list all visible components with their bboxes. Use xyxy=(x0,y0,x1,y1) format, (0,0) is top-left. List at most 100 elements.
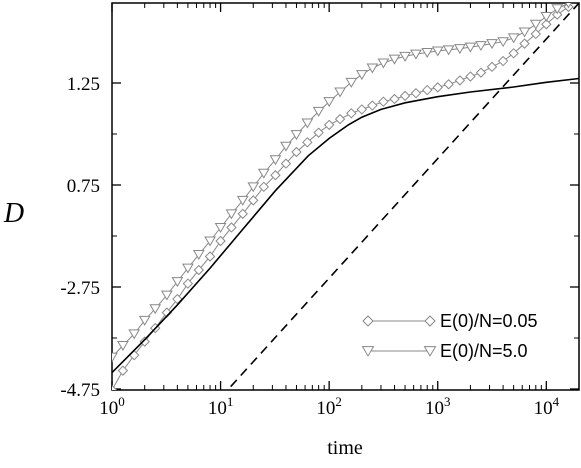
triangle-marker xyxy=(204,236,216,247)
triangle-marker xyxy=(257,168,270,179)
diamond-marker xyxy=(215,235,226,247)
diamond-marker xyxy=(291,146,302,158)
x-tick-label-base: 10 xyxy=(534,398,553,419)
triangle-marker xyxy=(149,304,162,315)
x-tick-label-exponent: 2 xyxy=(335,394,342,409)
triangle-marker xyxy=(518,27,531,38)
diamond-marker xyxy=(237,208,248,220)
diamond-marker xyxy=(128,349,140,361)
diamond-marker xyxy=(432,82,443,93)
triangle-marker xyxy=(565,3,572,9)
diamond-marker xyxy=(465,71,476,82)
diamond-marker xyxy=(454,75,466,86)
triangle-marker xyxy=(361,346,375,357)
triangle-marker xyxy=(280,141,292,152)
triangle-marker xyxy=(171,277,184,288)
diamond-marker xyxy=(410,87,422,99)
y-axis-ticks: 1.25 0.75 -2.75 -4.75 xyxy=(60,74,579,401)
series-2 xyxy=(112,77,579,374)
x-tick-label: 100 xyxy=(99,394,125,419)
triangle-marker xyxy=(464,42,477,53)
triangle-marker xyxy=(431,46,444,57)
diamond-marker xyxy=(486,61,498,73)
diamond-marker xyxy=(475,67,487,78)
triangle-marker xyxy=(334,87,346,98)
triangle-marker xyxy=(377,58,390,69)
diamond-marker xyxy=(117,365,129,376)
triangle-marker xyxy=(225,209,238,220)
triangle-marker xyxy=(551,4,564,15)
triangle-marker xyxy=(160,290,173,301)
triangle-marker xyxy=(454,44,466,55)
triangle-marker xyxy=(236,195,249,206)
triangle-marker xyxy=(475,41,487,52)
diamond-marker xyxy=(519,38,530,49)
triangle-marker xyxy=(366,63,379,74)
diamond-marker xyxy=(497,55,509,67)
triangle-marker xyxy=(399,51,411,62)
triangle-marker xyxy=(507,33,520,44)
x-tick-label-base: 10 xyxy=(425,398,444,419)
x-axis-label: time xyxy=(327,437,363,459)
x-tick-label-exponent: 1 xyxy=(227,394,234,409)
y-axis-label: D xyxy=(3,198,24,229)
triangle-marker xyxy=(290,130,303,141)
dashed-line xyxy=(226,3,579,390)
y-tick-label: 0.75 xyxy=(67,176,100,197)
diamond-marker xyxy=(552,9,563,20)
series-0 xyxy=(112,3,574,390)
series-layer xyxy=(112,3,579,390)
diamond-marker xyxy=(541,19,552,30)
legend-entry: E(0)/N=0.05 xyxy=(362,311,538,331)
y-tick-label: -2.75 xyxy=(60,278,100,299)
triangle-marker xyxy=(410,49,422,60)
triangle-marker xyxy=(442,45,455,56)
triangle-marker xyxy=(301,118,314,129)
diamond-marker xyxy=(248,195,259,206)
series-3 xyxy=(226,3,579,390)
x-tick-label-exponent: 0 xyxy=(118,394,125,409)
triangle-marker xyxy=(269,155,282,166)
x-tick-label: 101 xyxy=(208,394,234,419)
diamond-marker xyxy=(139,336,150,347)
triangle-marker xyxy=(355,70,368,81)
triangle-marker xyxy=(345,77,358,88)
diamond-marker xyxy=(258,181,269,193)
triangle-marker xyxy=(497,37,509,48)
x-tick-label-base: 10 xyxy=(99,398,118,419)
x-tick-label: 102 xyxy=(316,394,342,419)
triangle-marker xyxy=(540,12,553,23)
triangle-marker xyxy=(182,263,194,274)
legend-label: E(0)/N=5.0 xyxy=(440,341,528,361)
diamond-marker xyxy=(226,222,237,233)
diamond-marker xyxy=(422,84,433,96)
triangle-marker xyxy=(192,250,205,261)
triangle-marker xyxy=(112,352,118,363)
x-tick-label-exponent: 4 xyxy=(553,394,560,409)
diamond-marker xyxy=(424,315,436,327)
diamond-marker xyxy=(399,90,411,102)
diamond-marker xyxy=(389,93,400,105)
triangle-marker xyxy=(423,346,437,357)
diamond-marker xyxy=(334,113,346,125)
triangle-marker xyxy=(323,97,336,108)
series-line xyxy=(112,6,569,390)
x-tick-label: 104 xyxy=(534,394,560,419)
legend-entry: E(0)/N=5.0 xyxy=(361,341,528,361)
triangle-marker xyxy=(312,106,325,117)
diamond-marker xyxy=(530,28,541,40)
plot-frame xyxy=(111,2,580,391)
x-tick-label: 103 xyxy=(425,394,451,419)
diamond-marker xyxy=(112,384,118,390)
diamond-marker xyxy=(182,278,194,289)
diamond-marker xyxy=(362,315,374,327)
diamond-marker xyxy=(302,137,313,148)
y-tick-label: 1.25 xyxy=(67,74,100,95)
series-line xyxy=(112,3,569,358)
x-tick-label-exponent: 3 xyxy=(444,394,451,409)
legend-label: E(0)/N=0.05 xyxy=(440,311,538,331)
diamond-marker xyxy=(443,79,454,90)
solid-line xyxy=(112,77,579,374)
triangle-marker xyxy=(421,48,434,59)
